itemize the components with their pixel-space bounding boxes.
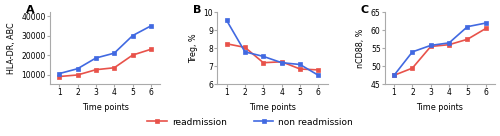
Text: C: C [360, 5, 368, 15]
X-axis label: Time points: Time points [416, 103, 464, 112]
X-axis label: Time points: Time points [82, 103, 128, 112]
readmission [391, 75, 397, 76]
non readmission [74, 68, 80, 69]
non readmission [391, 75, 397, 76]
non readmission [260, 56, 266, 57]
Line: non readmission: non readmission [57, 24, 153, 76]
readmission [483, 28, 489, 29]
Line: readmission: readmission [57, 47, 153, 79]
non readmission [242, 51, 248, 53]
readmission [297, 68, 303, 70]
Text: B: B [193, 5, 202, 15]
Line: readmission: readmission [392, 26, 488, 77]
readmission [242, 47, 248, 48]
readmission [464, 38, 470, 40]
non readmission [316, 75, 322, 76]
non readmission [93, 57, 99, 59]
non readmission [410, 51, 416, 53]
readmission [260, 62, 266, 64]
non readmission [297, 64, 303, 65]
Y-axis label: HLA-DR, ABC: HLA-DR, ABC [7, 22, 16, 74]
Text: A: A [26, 5, 34, 15]
readmission [446, 44, 452, 45]
readmission [278, 61, 284, 63]
readmission [56, 76, 62, 77]
non readmission [464, 26, 470, 27]
Line: non readmission: non readmission [392, 21, 488, 77]
non readmission [483, 22, 489, 24]
readmission [316, 69, 322, 71]
readmission [428, 46, 434, 47]
readmission [130, 54, 136, 56]
readmission [74, 74, 80, 76]
Y-axis label: nCD88, %: nCD88, % [356, 29, 366, 68]
non readmission [148, 25, 154, 27]
readmission [112, 67, 117, 69]
non readmission [446, 42, 452, 44]
non readmission [428, 45, 434, 46]
non readmission [224, 20, 230, 21]
Line: non readmission: non readmission [224, 18, 320, 77]
non readmission [56, 73, 62, 74]
Y-axis label: Treg, %: Treg, % [189, 33, 198, 63]
readmission [93, 69, 99, 71]
X-axis label: Time points: Time points [249, 103, 296, 112]
Legend: readmission, non readmission: readmission, non readmission [144, 114, 356, 130]
readmission [224, 43, 230, 45]
readmission [410, 67, 416, 69]
Line: readmission: readmission [224, 42, 320, 72]
readmission [148, 48, 154, 50]
non readmission [130, 35, 136, 36]
non readmission [112, 52, 117, 54]
non readmission [278, 62, 284, 64]
